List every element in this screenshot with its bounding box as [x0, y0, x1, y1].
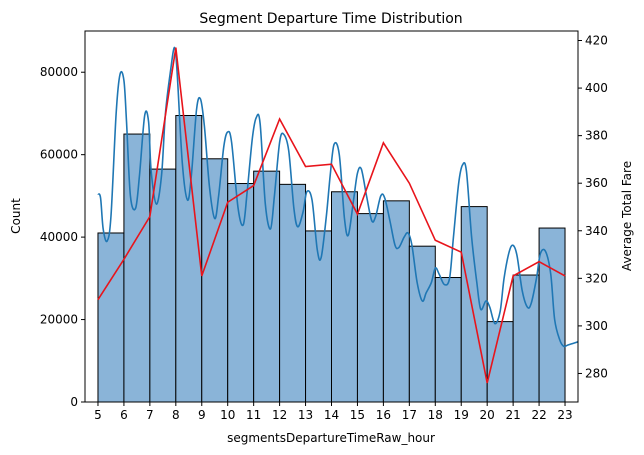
x-tick-label: 13: [298, 408, 313, 422]
histogram-bar: [460, 206, 488, 403]
histogram-bar: [356, 213, 384, 403]
y2-axis-title: Average Total Fare: [620, 161, 634, 271]
y-axis-right: 280 300 320 340 360 380 400 420: [578, 34, 608, 380]
histogram-bar: [331, 191, 358, 403]
histogram-bar: [149, 168, 177, 403]
fare-layer: [97, 47, 566, 384]
x-tick-label: 23: [557, 408, 572, 422]
histogram-bar: [512, 274, 540, 403]
x-tick-label: 22: [531, 408, 546, 422]
x-tick-label: 16: [376, 408, 391, 422]
histogram-bar: [201, 158, 229, 403]
x-tick-label: 8: [172, 408, 180, 422]
y-tick-label: 80000: [40, 65, 78, 79]
histogram-bar: [408, 245, 436, 403]
x-axis-title: segmentsDepartureTimeRaw_hour: [227, 431, 435, 445]
x-tick-label: 18: [428, 408, 443, 422]
y-axis-left: 0 20000 40000 60000 80000: [40, 65, 85, 409]
y-tick-label: 40000: [40, 230, 78, 244]
histogram-bar: [538, 227, 566, 403]
x-tick-label: 17: [402, 408, 417, 422]
x-tick-label: 12: [272, 408, 287, 422]
x-tick-label: 20: [480, 408, 495, 422]
x-tick-label: 21: [505, 408, 520, 422]
kde-line: [97, 46, 579, 348]
x-tick-label: 11: [246, 408, 261, 422]
histogram-bar: [382, 200, 410, 403]
x-tick-label: 9: [198, 408, 206, 422]
y2-tick-label: 400: [585, 81, 608, 95]
kde-layer: [97, 46, 579, 348]
histogram-bar: [434, 277, 462, 403]
average-fare-line: [97, 47, 566, 384]
x-tick-label: 7: [146, 408, 154, 422]
histogram-bar: [97, 232, 125, 403]
y2-tick-label: 320: [585, 271, 608, 285]
y-tick-label: 0: [70, 395, 78, 409]
y-tick-label: 20000: [40, 313, 78, 327]
y-tick-label: 60000: [40, 148, 78, 162]
x-tick-label: 14: [324, 408, 339, 422]
x-tick-label: 19: [454, 408, 469, 422]
x-tick-label: 15: [350, 408, 365, 422]
histogram-bar: [253, 170, 281, 403]
y2-tick-label: 360: [585, 176, 608, 190]
chart-title: Segment Departure Time Distribution: [199, 11, 462, 27]
y2-tick-label: 420: [585, 34, 608, 48]
y-axis-title: Count: [9, 198, 23, 234]
histogram-bar: [123, 133, 151, 403]
y2-tick-label: 280: [585, 366, 608, 380]
y2-tick-label: 300: [585, 319, 608, 333]
x-tick-label: 6: [120, 408, 128, 422]
histogram-bar: [486, 321, 514, 403]
x-tick-label: 5: [94, 408, 102, 422]
x-tick-label: 10: [220, 408, 235, 422]
histogram-bar: [227, 183, 255, 403]
y2-tick-label: 340: [585, 224, 608, 238]
x-axis: 5 6 7 8 9 10 11 12 13 14 15 16 17 18 19 20 21 22 23: [94, 402, 573, 422]
y2-tick-label: 380: [585, 129, 608, 143]
